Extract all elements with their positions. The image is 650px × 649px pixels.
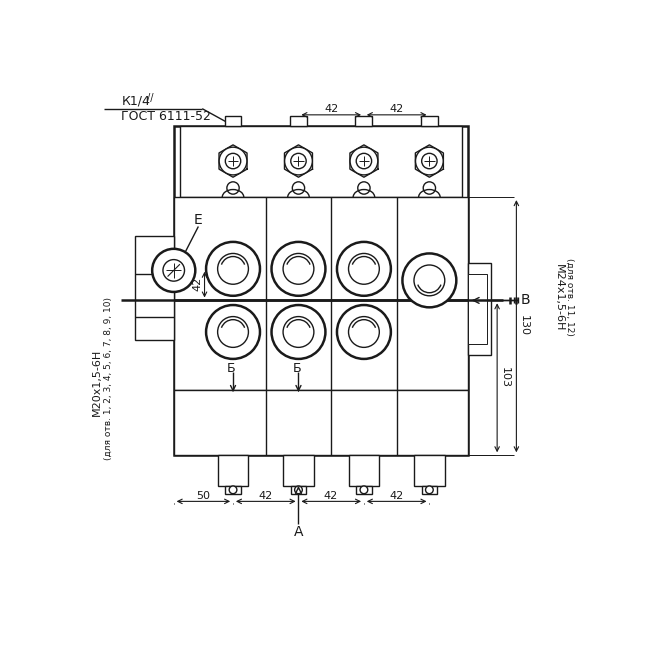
Circle shape (285, 147, 313, 175)
Circle shape (292, 182, 305, 194)
Circle shape (291, 153, 306, 169)
Circle shape (206, 242, 260, 296)
Bar (135, 236, 174, 339)
Bar (291, 486, 306, 494)
Circle shape (227, 182, 239, 194)
Bar (421, 116, 438, 126)
Circle shape (422, 153, 437, 169)
Bar (348, 455, 380, 486)
Text: 42: 42 (324, 491, 338, 501)
Bar (356, 116, 372, 126)
Circle shape (423, 182, 436, 194)
Circle shape (163, 260, 185, 281)
Bar (174, 390, 468, 455)
Text: (для отв. 1, 2, 3, 4, 5, 6, 7, 8, 9, 10): (для отв. 1, 2, 3, 4, 5, 6, 7, 8, 9, 10) (104, 297, 113, 459)
Bar (468, 263, 491, 355)
Circle shape (337, 242, 391, 296)
Text: 42: 42 (389, 491, 404, 501)
Circle shape (415, 147, 443, 175)
Text: Б: Б (227, 362, 236, 375)
Bar (290, 116, 307, 126)
Text: 42: 42 (324, 104, 339, 114)
Bar (414, 455, 445, 486)
Circle shape (152, 249, 195, 292)
Circle shape (283, 254, 314, 284)
Circle shape (426, 486, 433, 494)
Bar (218, 455, 248, 486)
Circle shape (218, 317, 248, 347)
Text: А: А (294, 525, 303, 539)
Text: В: В (521, 293, 530, 308)
Circle shape (350, 147, 378, 175)
Circle shape (229, 486, 237, 494)
Text: 11: 11 (422, 275, 436, 286)
Text: 1: 1 (229, 264, 237, 274)
Text: 4: 4 (295, 327, 302, 337)
Circle shape (337, 305, 391, 359)
Circle shape (414, 265, 445, 296)
Circle shape (360, 486, 368, 494)
Bar (180, 126, 462, 197)
Bar (226, 486, 240, 494)
Text: 42: 42 (389, 104, 404, 114)
Circle shape (402, 254, 456, 308)
Bar (468, 275, 487, 343)
Bar (422, 486, 437, 494)
Circle shape (348, 317, 380, 347)
Bar (224, 116, 242, 126)
Circle shape (218, 254, 248, 284)
Text: М24х1,5-6Н: М24х1,5-6Н (554, 263, 564, 331)
Circle shape (356, 153, 372, 169)
Text: 50: 50 (196, 491, 210, 501)
Text: (для отв. 11, 12): (для отв. 11, 12) (565, 258, 574, 336)
Text: 103: 103 (500, 367, 510, 388)
Text: 5: 5 (361, 264, 367, 274)
Text: Б: Б (292, 362, 301, 375)
Text: 42: 42 (258, 491, 272, 501)
Text: Е: Е (194, 214, 203, 227)
Circle shape (358, 182, 370, 194)
Bar (356, 486, 372, 494)
Text: 3: 3 (295, 264, 302, 274)
Text: К1/4: К1/4 (122, 95, 150, 108)
Text: ГОСТ 6111-52: ГОСТ 6111-52 (122, 110, 211, 123)
Circle shape (219, 147, 247, 175)
Text: 2: 2 (229, 327, 237, 337)
Circle shape (283, 317, 314, 347)
Circle shape (294, 486, 302, 494)
Circle shape (226, 153, 240, 169)
Bar (174, 126, 468, 455)
Text: М20х1,5-6Н: М20х1,5-6Н (92, 349, 102, 415)
Text: 6: 6 (361, 327, 367, 337)
Circle shape (348, 254, 380, 284)
Circle shape (206, 305, 260, 359)
Circle shape (272, 242, 326, 296)
Circle shape (272, 305, 326, 359)
Text: 130: 130 (519, 315, 529, 336)
Text: 42: 42 (192, 277, 203, 291)
Bar (283, 455, 314, 486)
Bar (174, 197, 468, 390)
Text: //: // (147, 93, 153, 103)
